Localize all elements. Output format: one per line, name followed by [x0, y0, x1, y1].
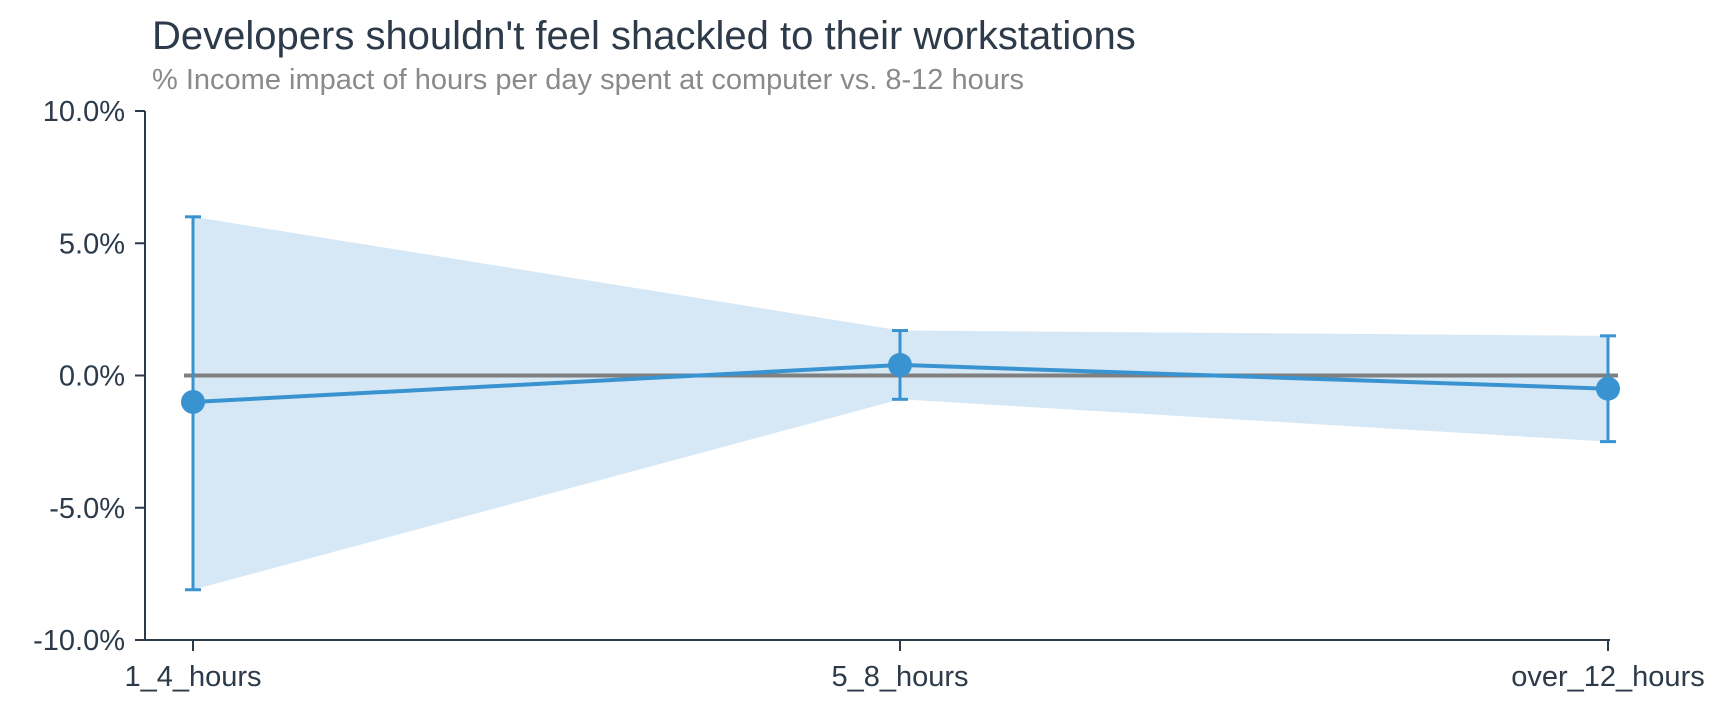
y-tick-label: -5.0%	[49, 493, 125, 525]
data-point	[181, 389, 205, 414]
y-tick-label: 5.0%	[59, 228, 125, 260]
x-tick-label: 5_8_hours	[831, 661, 968, 693]
y-tick-label: 0.0%	[59, 361, 125, 393]
data-point	[888, 352, 912, 377]
x-tick-label: over_12_hours	[1511, 661, 1704, 693]
chart-subtitle: % Income impact of hours per day spent a…	[152, 64, 1025, 96]
x-tick-label: 1_4_hours	[124, 661, 261, 693]
data-point	[1596, 376, 1620, 401]
y-tick-label: -10.0%	[33, 625, 125, 657]
y-tick-label: 10.0%	[43, 96, 125, 128]
chart-title: Developers shouldn't feel shackled to th…	[152, 14, 1136, 58]
confidence-band	[193, 216, 1608, 590]
